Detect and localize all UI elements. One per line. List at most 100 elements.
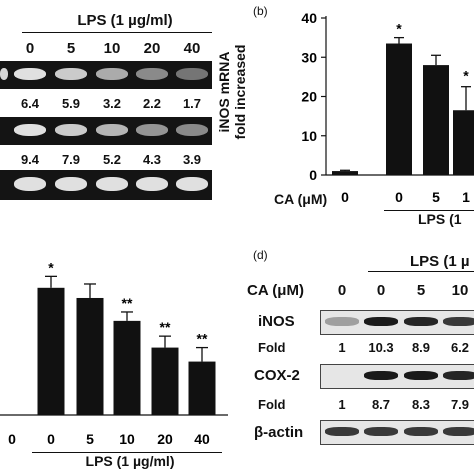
gel-band — [176, 124, 208, 136]
row-label-inos: iNOS — [258, 313, 295, 330]
fold-value: 7.9 — [450, 397, 470, 412]
blot-band — [404, 427, 438, 436]
blot-band — [364, 427, 398, 436]
ca-value: 0 — [337, 282, 347, 299]
lps-label-b: LPS (1 — [418, 211, 462, 227]
fold-value: 8.7 — [371, 397, 391, 412]
bar — [113, 320, 141, 415]
bar — [76, 297, 104, 415]
gel-value: 2.2 — [142, 96, 162, 111]
gel-band — [14, 177, 46, 191]
significance-star: ** — [197, 331, 208, 347]
gel-value: 3.2 — [102, 96, 122, 111]
bar — [386, 43, 412, 176]
dose-label: 20 — [143, 40, 161, 57]
lps-label-d: LPS (1 µ — [410, 253, 470, 270]
significance-star: * — [48, 259, 54, 275]
gel-value: 7.9 — [61, 152, 81, 167]
fold-value: 6.2 — [450, 340, 470, 355]
fold-value: 1 — [338, 397, 346, 412]
x-tick-label: 0 — [395, 189, 403, 205]
fold-value: 1 — [338, 340, 346, 355]
significance-star: ** — [122, 295, 133, 311]
fold-value: 10.3 — [368, 340, 394, 355]
fold-label-inos: Fold — [258, 340, 286, 355]
y-tick-label: 40 — [301, 10, 317, 26]
lps-underline-d — [368, 271, 474, 272]
blot-band — [364, 317, 398, 326]
dose-label: 40 — [183, 40, 201, 57]
bar — [453, 110, 474, 175]
gel-band — [176, 68, 208, 80]
blot-band — [443, 371, 474, 380]
y-tick-label: 30 — [301, 49, 317, 65]
bar — [423, 65, 449, 175]
x-tick-label: 5 — [432, 189, 440, 205]
lps-underline-c — [32, 452, 222, 453]
panel-b-tag: (b) — [253, 4, 268, 18]
lps-label-c: LPS (1 µg/ml) — [85, 453, 175, 469]
gel-value: 6.4 — [20, 96, 40, 111]
ca-label-b: CA (μM) — [274, 191, 328, 207]
gel-band — [55, 68, 87, 80]
gel-band — [55, 177, 87, 191]
x-tick-label: 0 — [47, 431, 55, 447]
significance-star: ** — [160, 319, 171, 335]
lps-underline-b — [384, 210, 474, 211]
gel-band — [136, 177, 168, 191]
dose-label: 0 — [25, 40, 35, 57]
ca-value: 10 — [451, 282, 469, 299]
gel-value: 5.2 — [102, 152, 122, 167]
dose-label: 10 — [103, 40, 121, 57]
bar — [188, 361, 216, 415]
x-tick-label: 40 — [194, 431, 210, 447]
gel-value: 4.3 — [142, 152, 162, 167]
panel-d-tag: (d) — [253, 248, 268, 262]
fold-label-cox2: Fold — [258, 397, 286, 412]
gel-value: 9.4 — [20, 152, 40, 167]
fold-value: 8.9 — [411, 340, 431, 355]
gel-value: 5.9 — [61, 96, 81, 111]
bar — [332, 171, 358, 175]
gel-value: 1.7 — [182, 96, 202, 111]
gel-band — [14, 68, 46, 80]
x-tick-label: 10 — [119, 431, 135, 447]
y-tick-label: 10 — [301, 128, 317, 144]
x-tick-label: 5 — [86, 431, 94, 447]
blot-band — [404, 371, 438, 380]
significance-star: * — [396, 21, 402, 37]
blot-band — [325, 317, 359, 326]
ca-value: 5 — [416, 282, 426, 299]
gel-band — [55, 124, 87, 136]
blot-band — [325, 427, 359, 436]
y-tick-label: 20 — [301, 89, 317, 105]
y-tick-label: 0 — [309, 167, 317, 183]
ca-value: 0 — [376, 282, 386, 299]
significance-star: * — [463, 68, 469, 84]
fold-value: 8.3 — [411, 397, 431, 412]
row-label-cox2: COX-2 — [254, 367, 300, 384]
gel-band — [96, 177, 128, 191]
lps-header-a: LPS (1 µg/ml) — [77, 12, 173, 29]
gel-band — [136, 124, 168, 136]
blot-band — [404, 317, 438, 326]
gel-band — [96, 68, 128, 80]
row-label-actin: β-actin — [254, 424, 304, 441]
blot-band — [443, 317, 474, 326]
ca-label-d: CA (μM) — [247, 282, 304, 299]
x-tick-label: 20 — [157, 431, 173, 447]
blot-band — [443, 427, 474, 436]
gel-band — [0, 68, 8, 80]
lps-underline-a — [22, 32, 212, 33]
gel-band — [136, 68, 168, 80]
x-tick-label: 0 — [341, 189, 349, 205]
bar — [37, 287, 65, 415]
bar — [151, 347, 179, 415]
gel-band — [96, 124, 128, 136]
blot-band — [364, 371, 398, 380]
gel-value: 3.9 — [182, 152, 202, 167]
dose-label: 5 — [66, 40, 76, 57]
x-tick-label: 0 — [8, 431, 16, 447]
